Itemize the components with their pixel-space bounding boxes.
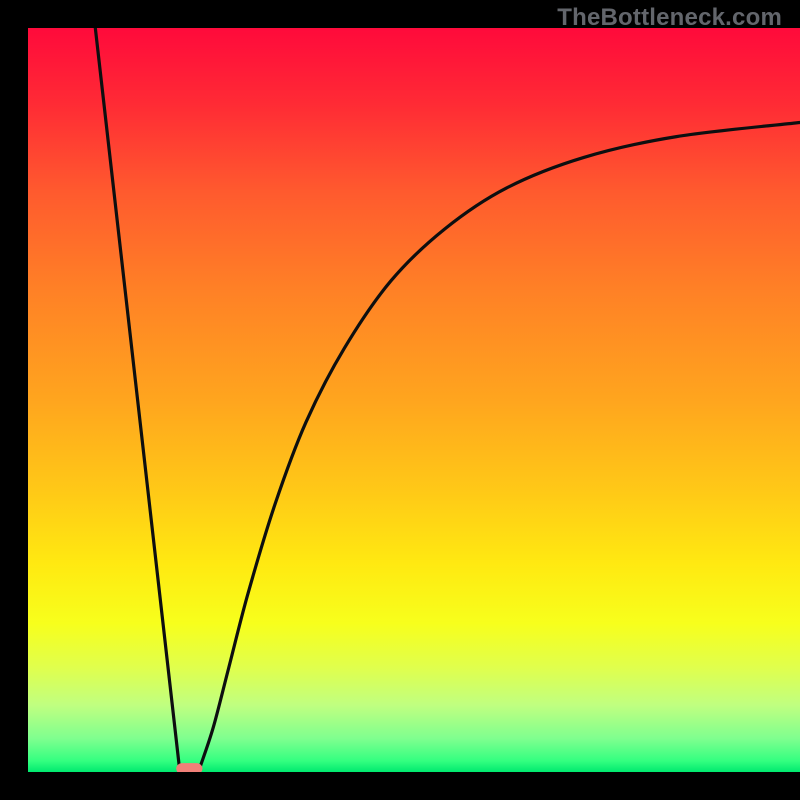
chart-container: TheBottleneck.com xyxy=(0,0,800,800)
bottleneck-chart xyxy=(0,0,800,800)
gradient-background xyxy=(28,28,800,772)
